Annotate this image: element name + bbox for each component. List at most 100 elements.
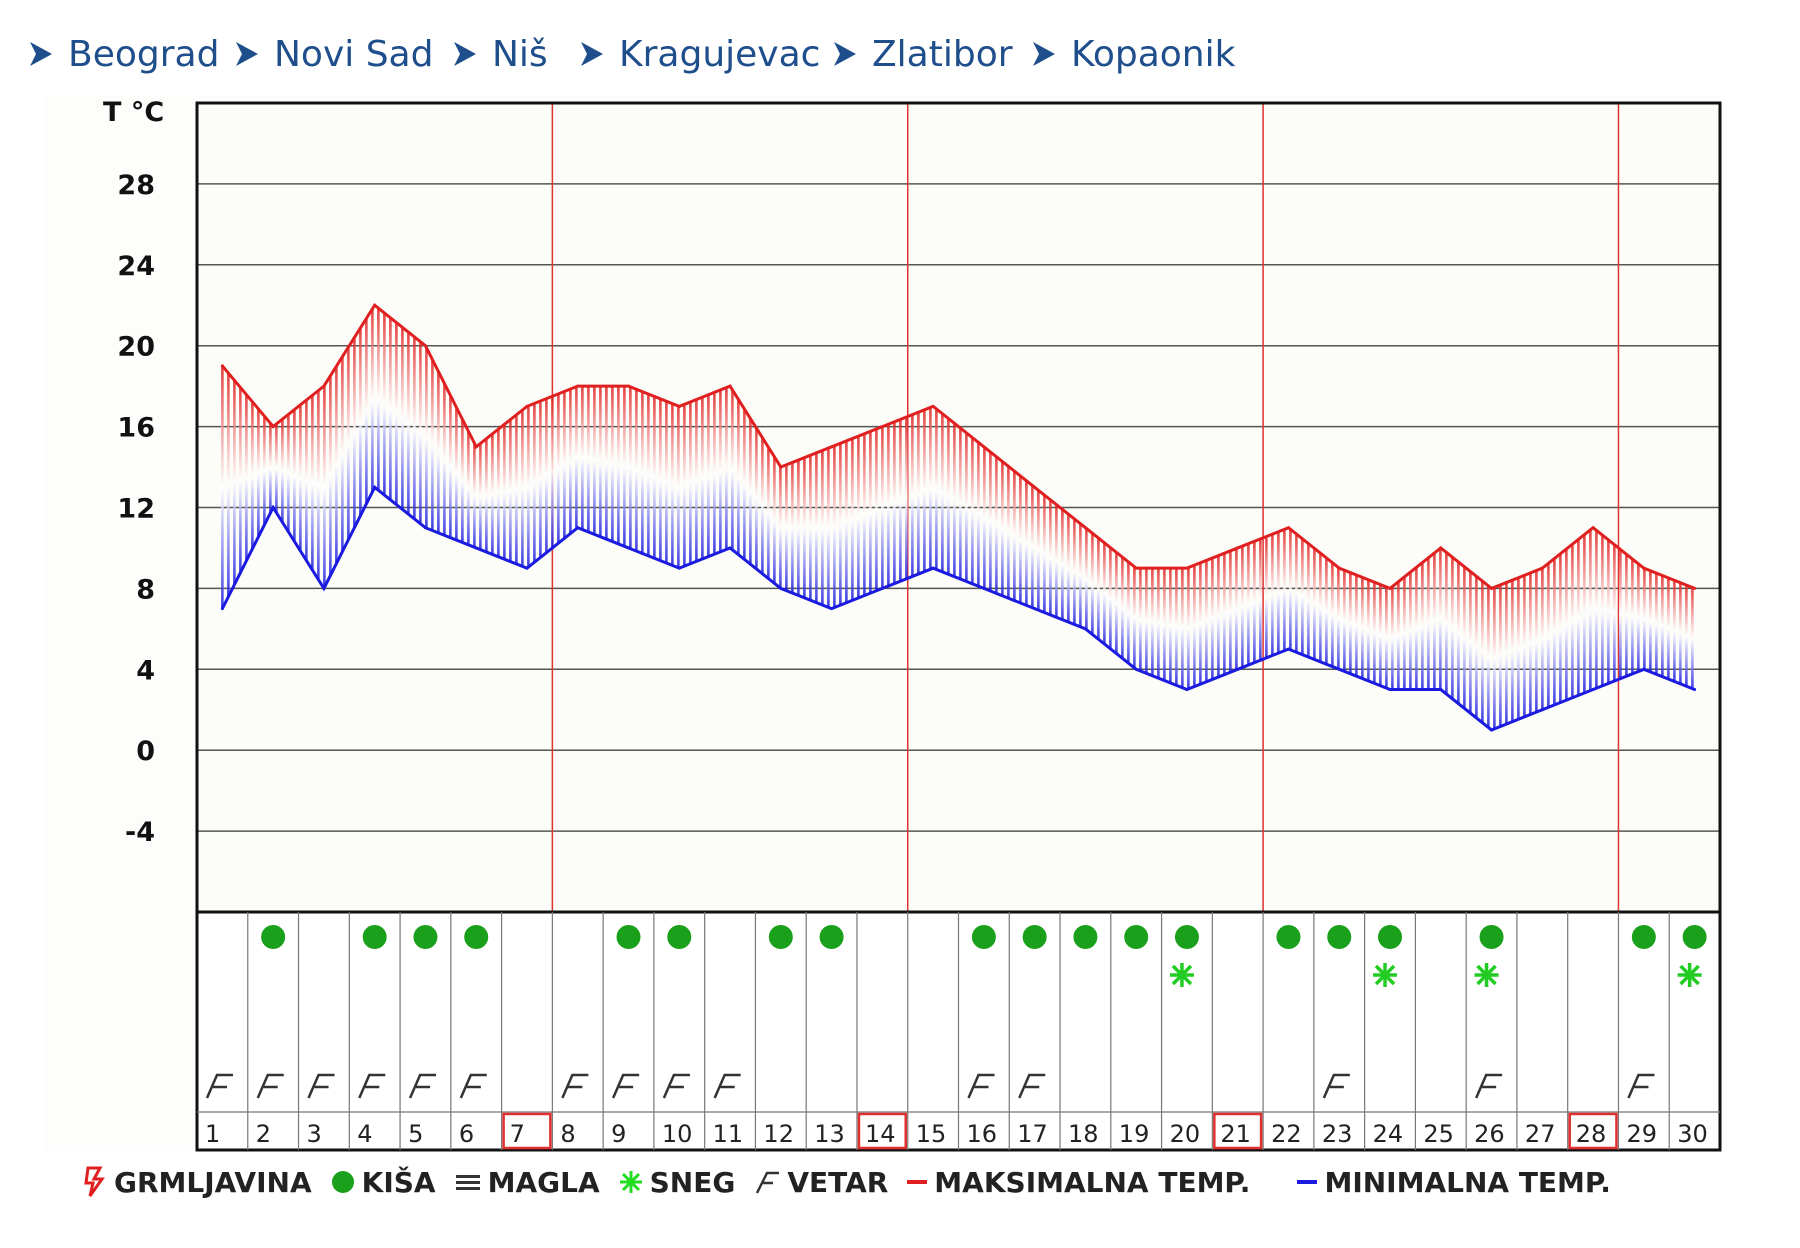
- legend-label: SNEG: [649, 1165, 736, 1199]
- band-hatch: [1085, 528, 1088, 630]
- band-hatch: [1229, 550, 1232, 673]
- band-hatch: [341, 356, 344, 552]
- band-hatch: [509, 419, 512, 562]
- nav-link-beograd[interactable]: Beograd: [26, 28, 219, 80]
- band-hatch: [1409, 572, 1412, 690]
- y-tick-label: 4: [136, 655, 155, 686]
- band-hatch: [1637, 563, 1640, 672]
- band-hatch: [1613, 544, 1616, 682]
- day-label: 11: [713, 1120, 744, 1148]
- band-hatch: [1571, 544, 1574, 698]
- band-hatch: [455, 407, 458, 541]
- min-temp-point: [576, 526, 580, 530]
- wind-flag-icon: [561, 1073, 589, 1099]
- day-label: 3: [307, 1120, 322, 1148]
- band-hatch: [767, 447, 770, 579]
- band-hatch: [1487, 585, 1490, 728]
- band-hatch: [911, 414, 914, 577]
- day-label: 27: [1525, 1120, 1556, 1148]
- day-label: 16: [967, 1120, 998, 1148]
- band-hatch: [1307, 543, 1310, 658]
- band-hatch: [875, 428, 878, 591]
- band-hatch: [569, 389, 572, 534]
- max-temp-point: [880, 425, 884, 429]
- wind-flag-icon: [1627, 1073, 1655, 1099]
- nav-link-zlatibor[interactable]: Zlatibor: [830, 28, 1013, 80]
- day-label: 24: [1373, 1120, 1404, 1148]
- max-temp-point: [423, 344, 427, 348]
- band-hatch: [623, 386, 626, 547]
- wind-flag-icon: [256, 1073, 284, 1099]
- nav-link-label: Niš: [492, 33, 548, 75]
- nav-link-label: Kopaonik: [1071, 33, 1236, 75]
- wind-flag-icon: [1322, 1073, 1350, 1099]
- y-tick-label: 16: [117, 413, 155, 444]
- band-hatch: [1247, 543, 1250, 666]
- band-hatch: [401, 327, 404, 510]
- band-hatch: [713, 392, 716, 555]
- band-hatch: [653, 396, 656, 559]
- band-hatch: [1115, 552, 1118, 654]
- band-hatch: [1493, 587, 1496, 729]
- band-hatch: [407, 332, 410, 515]
- max-temp-point: [1337, 566, 1341, 570]
- nav-link-novi-sad[interactable]: Novi Sad: [232, 28, 433, 80]
- band-hatch: [1061, 509, 1064, 620]
- max-temp-point: [220, 364, 224, 368]
- nav-link-kopaonik[interactable]: Kopaonik: [1029, 28, 1235, 80]
- band-hatch: [851, 438, 854, 601]
- nav-link-kragujevac[interactable]: Kragujevac: [577, 28, 820, 80]
- thunder-icon: [84, 1166, 105, 1197]
- band-hatch: [1217, 555, 1220, 678]
- band-hatch: [1007, 466, 1010, 599]
- wind-flag-icon: [459, 1073, 487, 1099]
- legend-label: MINIMALNA TEMP.: [1324, 1165, 1611, 1199]
- max-temp-point: [271, 425, 275, 429]
- band-hatch: [545, 398, 548, 553]
- max-temp-point: [627, 384, 631, 388]
- min-temp-point: [1642, 667, 1646, 671]
- band-hatch: [587, 386, 590, 532]
- band-hatch: [1439, 548, 1442, 690]
- band-hatch: [1193, 565, 1196, 687]
- band-hatch: [1589, 529, 1592, 691]
- rain-dot-icon: [1276, 925, 1301, 949]
- band-hatch: [1043, 495, 1046, 613]
- rain-dot-icon: [819, 925, 844, 949]
- band-hatch: [1691, 587, 1694, 689]
- band-hatch: [221, 365, 224, 609]
- band-hatch: [1265, 536, 1268, 658]
- band-hatch: [473, 443, 476, 548]
- band-hatch: [359, 328, 362, 516]
- max-temp-point: [1540, 566, 1544, 570]
- nav-link-nis[interactable]: Niš: [450, 28, 548, 80]
- blue-dash-icon: [1297, 1180, 1318, 1184]
- band-hatch: [1457, 561, 1460, 704]
- nav-link-label: Beograd: [68, 33, 220, 75]
- min-temp-point: [1185, 688, 1189, 692]
- band-hatch: [1625, 554, 1628, 677]
- band-hatch: [305, 400, 308, 561]
- band-hatch: [929, 407, 932, 570]
- band-hatch: [485, 438, 488, 553]
- band-hatch: [539, 401, 542, 558]
- band-hatch: [413, 336, 416, 519]
- min-temp-point: [1286, 647, 1290, 651]
- max-temp-point: [677, 404, 681, 408]
- band-hatch: [803, 457, 806, 598]
- band-hatch: [515, 414, 518, 564]
- legend-item-wind: VETAR: [753, 1166, 888, 1199]
- min-temp-point: [1083, 627, 1087, 631]
- band-hatch: [743, 408, 746, 560]
- band-hatch: [1565, 548, 1568, 701]
- weekend-day-box: [857, 1112, 907, 1150]
- snowflake-stroke: [1171, 964, 1193, 986]
- band-hatch: [737, 399, 740, 555]
- band-hatch: [1631, 559, 1634, 674]
- snowflake-icon: [1677, 963, 1702, 987]
- wind-flag-icon: [611, 1073, 640, 1099]
- band-hatch: [335, 366, 338, 564]
- chart-legend: GRMLJAVINA KIŠA MAGLA SNEG VETAR: [82, 1158, 1629, 1206]
- band-hatch: [845, 440, 848, 603]
- band-hatch: [1529, 572, 1532, 715]
